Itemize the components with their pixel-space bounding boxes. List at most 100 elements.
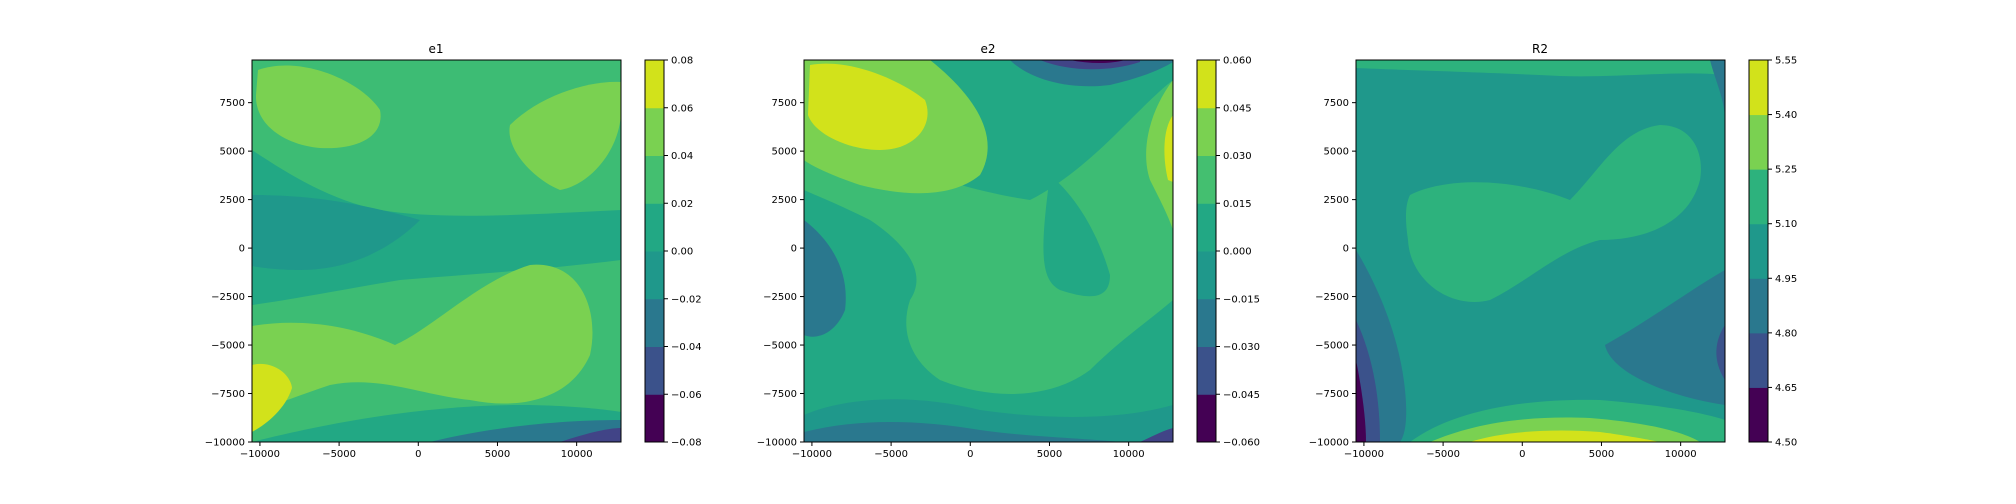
x-tick-label: −10000 bbox=[792, 449, 832, 460]
colorbar-segment bbox=[1197, 155, 1216, 204]
x-tick-label: 0 bbox=[1519, 449, 1525, 460]
colorbar-r2: 4.50 4.65 4.80 4.95 5.10 5.25 5.40 5.55 bbox=[1748, 56, 1797, 449]
colorbar-tick-label: 4.95 bbox=[1775, 274, 1797, 285]
colorbar-tick-label: 0.04 bbox=[671, 151, 693, 162]
colorbar-tick-label: 0.00 bbox=[671, 247, 693, 258]
colorbar-tick-label: 5.10 bbox=[1775, 219, 1797, 230]
colorbar-segment bbox=[645, 251, 664, 300]
colorbar-segment bbox=[1749, 60, 1768, 116]
x-ticks-e1: −10000 −5000 0 5000 10000 bbox=[240, 442, 593, 460]
colorbar-tick-label: −0.015 bbox=[1223, 294, 1260, 305]
colorbar-segment bbox=[1749, 278, 1768, 334]
x-tick-label: 10000 bbox=[1113, 449, 1145, 460]
colorbar-segment bbox=[1197, 298, 1216, 347]
x-tick-label: −5000 bbox=[1426, 449, 1460, 460]
y-tick-label: 0 bbox=[1343, 244, 1349, 255]
colorbar-tick-label: −0.06 bbox=[671, 390, 702, 401]
y-tick-label: 5000 bbox=[772, 147, 797, 158]
colorbar-segment bbox=[1749, 387, 1768, 443]
x-tick-label: 0 bbox=[967, 449, 973, 460]
y-tick-label: −10000 bbox=[757, 438, 797, 449]
y-tick-label: 0 bbox=[239, 244, 245, 255]
colorbar-segment bbox=[645, 203, 664, 252]
colorbar-e2: −0.060 −0.045 −0.030 −0.015 0.000 0.015 0.030 0… bbox=[1196, 56, 1260, 449]
y-tick-label: −2500 bbox=[211, 292, 245, 303]
colorbar-tick-label: −0.060 bbox=[1223, 438, 1260, 449]
x-tick-label: 0 bbox=[415, 449, 421, 460]
x-tick-label: 10000 bbox=[561, 449, 593, 460]
colorbar-tick-label: −0.08 bbox=[671, 438, 702, 449]
y-tick-label: −5000 bbox=[1315, 341, 1349, 352]
panel-e2: e2 −10000 −5000 0 5000 10000 −10000 −7500 −500… bbox=[757, 42, 1260, 460]
colorbar-segment bbox=[645, 155, 664, 204]
x-tick-label: 5000 bbox=[485, 449, 510, 460]
colorbar-tick-label: 0.06 bbox=[671, 103, 693, 114]
x-tick-label: −10000 bbox=[240, 449, 280, 460]
colorbar-segment bbox=[645, 394, 664, 443]
y-tick-label: 7500 bbox=[772, 98, 797, 109]
y-tick-label: 7500 bbox=[220, 98, 245, 109]
colorbar-segment bbox=[1197, 394, 1216, 443]
x-tick-label: −10000 bbox=[1344, 449, 1384, 460]
y-tick-label: −7500 bbox=[763, 389, 797, 400]
colorbar-segment bbox=[1749, 332, 1768, 388]
x-ticks-r2: −10000 −5000 0 5000 10000 bbox=[1344, 442, 1697, 460]
colorbar-segment bbox=[645, 60, 664, 109]
x-tick-label: 5000 bbox=[1589, 449, 1614, 460]
colorbar-tick-label: 0.045 bbox=[1223, 103, 1252, 114]
colorbar-segment bbox=[645, 346, 664, 395]
x-tick-label: 10000 bbox=[1665, 449, 1697, 460]
colorbar-tick-label: 0.08 bbox=[671, 56, 693, 67]
colorbar-segment bbox=[1749, 114, 1768, 170]
chart-title-e1: e1 bbox=[428, 42, 443, 56]
y-tick-label: −10000 bbox=[1309, 438, 1349, 449]
y-tick-label: 2500 bbox=[772, 195, 797, 206]
y-tick-label: −7500 bbox=[1315, 389, 1349, 400]
colorbar-tick-label: −0.04 bbox=[671, 342, 702, 353]
panel-r2: R2 −10000 −5000 0 5000 10000 −10000 −7500 −500… bbox=[1309, 42, 1797, 460]
colorbar-tick-label: 0.060 bbox=[1223, 56, 1252, 67]
chart-title-r2: R2 bbox=[1532, 42, 1548, 56]
axes-frame-e1 bbox=[251, 59, 622, 443]
x-tick-label: −5000 bbox=[322, 449, 356, 460]
colorbar-segment bbox=[1197, 60, 1216, 109]
y-tick-label: 5000 bbox=[220, 147, 245, 158]
colorbar-tick-label: 5.25 bbox=[1775, 165, 1797, 176]
colorbar-tick-label: 4.65 bbox=[1775, 383, 1797, 394]
contour-field-r2 bbox=[1356, 60, 1725, 442]
y-tick-label: 5000 bbox=[1324, 147, 1349, 158]
contour-field-e2 bbox=[804, 60, 1173, 442]
colorbar-segment bbox=[1197, 346, 1216, 395]
colorbar-tick-label: 5.40 bbox=[1775, 110, 1797, 121]
colorbar-tick-label: 0.02 bbox=[671, 199, 693, 210]
y-tick-label: −2500 bbox=[763, 292, 797, 303]
y-tick-label: −5000 bbox=[763, 341, 797, 352]
colorbar-segment bbox=[1197, 203, 1216, 252]
colorbar-e1: −0.08 −0.06 −0.04 −0.02 0.00 0.02 0.04 0.06 0.08 bbox=[644, 56, 702, 449]
y-ticks-r2: −10000 −7500 −5000 −2500 0 2500 5000 7500 bbox=[1309, 98, 1356, 449]
x-tick-label: 5000 bbox=[1037, 449, 1062, 460]
y-tick-label: −5000 bbox=[211, 341, 245, 352]
y-tick-label: −10000 bbox=[205, 438, 245, 449]
colorbar-tick-label: −0.02 bbox=[671, 294, 702, 305]
y-tick-label: −2500 bbox=[1315, 292, 1349, 303]
colorbar-tick-label: 0.015 bbox=[1223, 199, 1252, 210]
colorbar-segment bbox=[1749, 223, 1768, 279]
colorbar-tick-label: 5.55 bbox=[1775, 56, 1797, 67]
colorbar-tick-label: −0.030 bbox=[1223, 342, 1260, 353]
colorbar-tick-label: 4.80 bbox=[1775, 328, 1797, 339]
y-tick-label: 7500 bbox=[1324, 98, 1349, 109]
axes-frame-e2 bbox=[803, 59, 1174, 443]
colorbar-tick-label: −0.045 bbox=[1223, 390, 1260, 401]
colorbar-tick-label: 4.50 bbox=[1775, 438, 1797, 449]
y-tick-label: 2500 bbox=[220, 195, 245, 206]
y-tick-label: −7500 bbox=[211, 389, 245, 400]
axes-frame-r2 bbox=[1355, 59, 1726, 443]
colorbar-tick-label: 0.000 bbox=[1223, 247, 1252, 258]
colorbar-frame bbox=[1748, 59, 1769, 443]
y-ticks-e1: −10000 −7500 −5000 −2500 0 2500 5000 7500 bbox=[205, 98, 252, 449]
colorbar-segment bbox=[645, 298, 664, 347]
chart-title-e2: e2 bbox=[980, 42, 995, 56]
x-tick-label: −5000 bbox=[874, 449, 908, 460]
